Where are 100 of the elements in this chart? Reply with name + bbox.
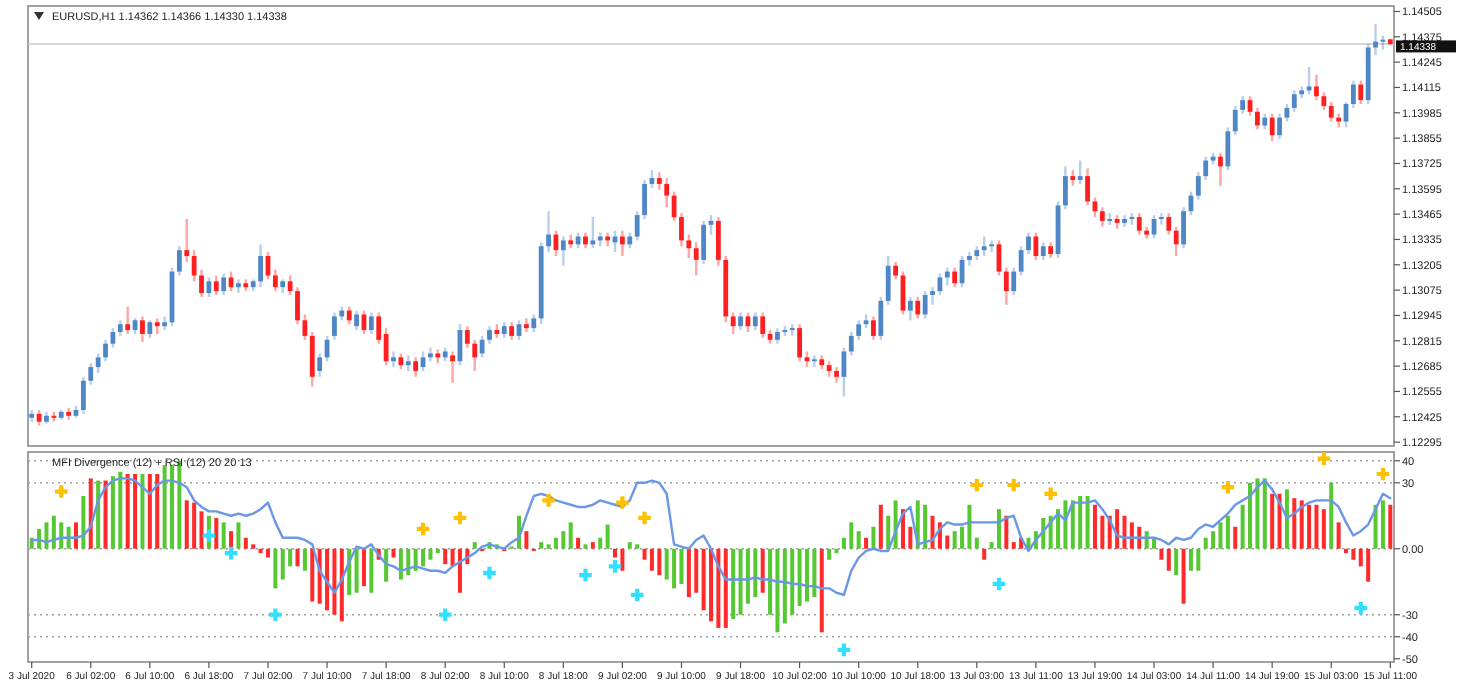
point xyxy=(416,522,430,536)
bar xyxy=(332,548,337,615)
bar xyxy=(325,548,330,611)
bar xyxy=(155,473,160,549)
bar xyxy=(162,465,167,549)
point xyxy=(992,577,1006,591)
candlestick xyxy=(236,278,241,295)
bar xyxy=(1122,515,1127,549)
bar xyxy=(827,548,832,560)
bar xyxy=(361,548,366,587)
point xyxy=(630,588,644,602)
bar xyxy=(1292,498,1297,549)
bar xyxy=(81,495,86,549)
point xyxy=(970,478,984,492)
bar xyxy=(539,542,544,549)
bar xyxy=(472,542,477,549)
bar xyxy=(524,531,529,549)
bar xyxy=(1203,537,1208,549)
bar xyxy=(1159,548,1164,560)
bar xyxy=(1307,504,1312,549)
point xyxy=(202,529,216,542)
bar xyxy=(169,465,174,549)
bar xyxy=(672,548,677,589)
bar xyxy=(1380,500,1385,549)
candlestick xyxy=(989,239,994,254)
bar xyxy=(391,548,396,558)
bar xyxy=(598,537,603,549)
candlestick xyxy=(967,250,972,267)
bar xyxy=(140,473,145,549)
bar xyxy=(620,548,625,571)
point xyxy=(837,643,851,657)
bar xyxy=(1174,548,1179,576)
bar xyxy=(679,548,684,584)
bar xyxy=(1196,548,1201,571)
bar xyxy=(576,537,581,549)
bar xyxy=(1314,504,1319,549)
bar xyxy=(561,531,566,549)
bar xyxy=(694,548,699,593)
bar xyxy=(856,531,861,549)
bar xyxy=(878,504,883,549)
bar xyxy=(1277,493,1282,549)
point xyxy=(54,485,68,498)
bar xyxy=(398,548,403,580)
bar xyxy=(1225,515,1230,549)
bar xyxy=(553,537,558,549)
bar xyxy=(723,548,728,628)
bar xyxy=(1255,478,1260,549)
point xyxy=(616,496,629,509)
bar xyxy=(1085,495,1090,549)
bar xyxy=(709,548,713,622)
bar xyxy=(421,548,426,567)
bar xyxy=(871,526,876,549)
bar xyxy=(731,548,736,620)
point xyxy=(438,608,452,622)
point xyxy=(542,494,555,507)
bar xyxy=(1270,493,1275,549)
bar xyxy=(66,526,71,549)
bar xyxy=(295,548,300,567)
bar xyxy=(753,548,758,598)
bar xyxy=(1284,489,1289,549)
bar xyxy=(1336,522,1341,549)
bar xyxy=(1137,526,1142,549)
bar xyxy=(1388,504,1393,549)
bar xyxy=(51,515,56,549)
candlestick xyxy=(1159,211,1164,227)
bar xyxy=(1366,548,1371,582)
bar xyxy=(110,476,115,549)
bar xyxy=(147,473,152,549)
candlestick xyxy=(524,317,529,334)
bar xyxy=(974,537,979,549)
bar xyxy=(1129,522,1134,549)
point xyxy=(608,560,622,573)
point xyxy=(638,511,651,525)
candlestick xyxy=(811,354,817,369)
bar xyxy=(384,548,389,582)
point xyxy=(1007,478,1021,492)
bar xyxy=(738,548,743,615)
bar xyxy=(443,548,448,565)
bar xyxy=(952,531,957,549)
bar xyxy=(1011,542,1016,549)
bar xyxy=(864,537,869,549)
point xyxy=(453,511,467,525)
point xyxy=(1044,487,1057,501)
bar xyxy=(1115,509,1120,549)
candlestick xyxy=(930,285,935,306)
bar xyxy=(775,548,780,633)
bar xyxy=(1092,504,1097,549)
bar xyxy=(44,522,49,549)
bar xyxy=(819,548,824,633)
bar xyxy=(1321,509,1326,549)
bar xyxy=(192,502,197,549)
bar xyxy=(302,548,307,571)
bar xyxy=(923,504,928,549)
bar xyxy=(273,548,278,589)
bar xyxy=(686,548,691,598)
bar xyxy=(1299,500,1304,549)
candlestick xyxy=(391,350,396,369)
bar xyxy=(199,511,204,549)
bar xyxy=(1233,526,1238,549)
point xyxy=(1221,480,1235,494)
